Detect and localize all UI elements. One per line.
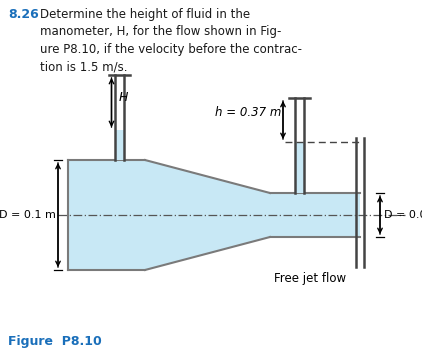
Text: h = 0.37 m: h = 0.37 m [215, 105, 281, 118]
Polygon shape [115, 130, 124, 160]
Text: Free jet flow: Free jet flow [274, 272, 346, 285]
Text: Figure  P8.10: Figure P8.10 [8, 335, 102, 348]
Text: D = 0.1 m: D = 0.1 m [0, 210, 56, 220]
Polygon shape [68, 160, 360, 270]
Polygon shape [295, 142, 304, 193]
Text: H: H [119, 91, 128, 104]
Text: Determine the height of fluid in the
manometer, H, for the flow shown in Fig-
ur: Determine the height of fluid in the man… [40, 8, 302, 73]
Text: 8.26: 8.26 [8, 8, 39, 21]
Text: D = 0.05 m: D = 0.05 m [384, 210, 422, 220]
